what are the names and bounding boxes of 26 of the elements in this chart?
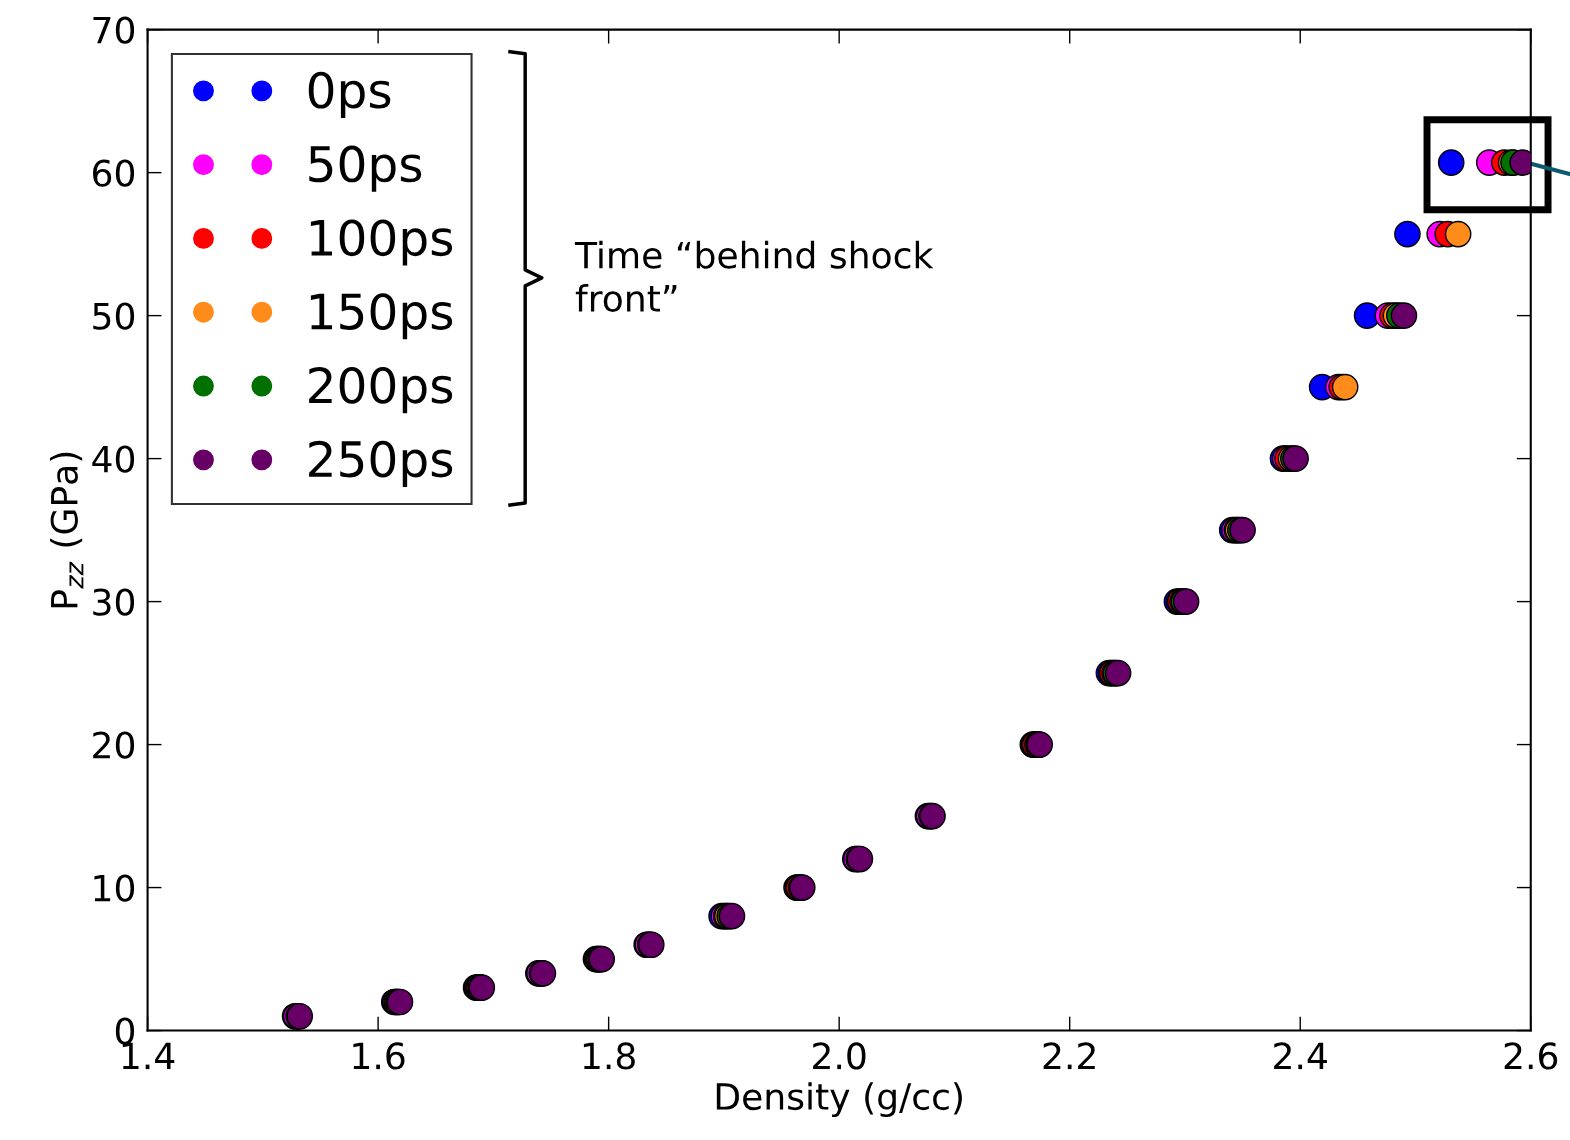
legend-label: 200ps <box>309 366 453 414</box>
x-tick-label: 2.2 <box>1043 1042 1095 1070</box>
point <box>1437 149 1465 176</box>
x-tick-label: 1.8 <box>583 1042 635 1070</box>
point <box>1394 220 1421 248</box>
legend-label: 150ps <box>310 293 453 340</box>
x-tick-label: 1.6 <box>353 1042 405 1070</box>
y-axis-title: P$_{zz}$ (GPa) <box>50 452 84 608</box>
legend-label: 0ps <box>308 71 391 119</box>
y-tick-label: 30 <box>93 588 135 616</box>
legend-label: 50ps <box>309 145 422 192</box>
annotation: Time “behind shock front” <box>574 240 934 312</box>
x-tick-label: 2.6 <box>1504 1042 1558 1070</box>
x-axis-title: Density (g/cc) <box>716 1082 962 1118</box>
y-tick-label: 40 <box>92 445 135 473</box>
x-tick-label: 2.0 <box>813 1042 866 1070</box>
y-tick-label: 60 <box>93 159 135 187</box>
y-tick-label: 50 <box>93 302 135 330</box>
legend-label: 100ps <box>310 219 453 266</box>
x-tick-label: 2.4 <box>1274 1042 1327 1070</box>
y-tick-label: 70 <box>93 16 135 44</box>
y-tick-label: 10 <box>94 874 135 902</box>
point <box>1390 302 1418 329</box>
legend-label: 250ps <box>309 440 453 487</box>
y-tick-label: 20 <box>93 731 135 759</box>
point <box>1444 220 1472 248</box>
